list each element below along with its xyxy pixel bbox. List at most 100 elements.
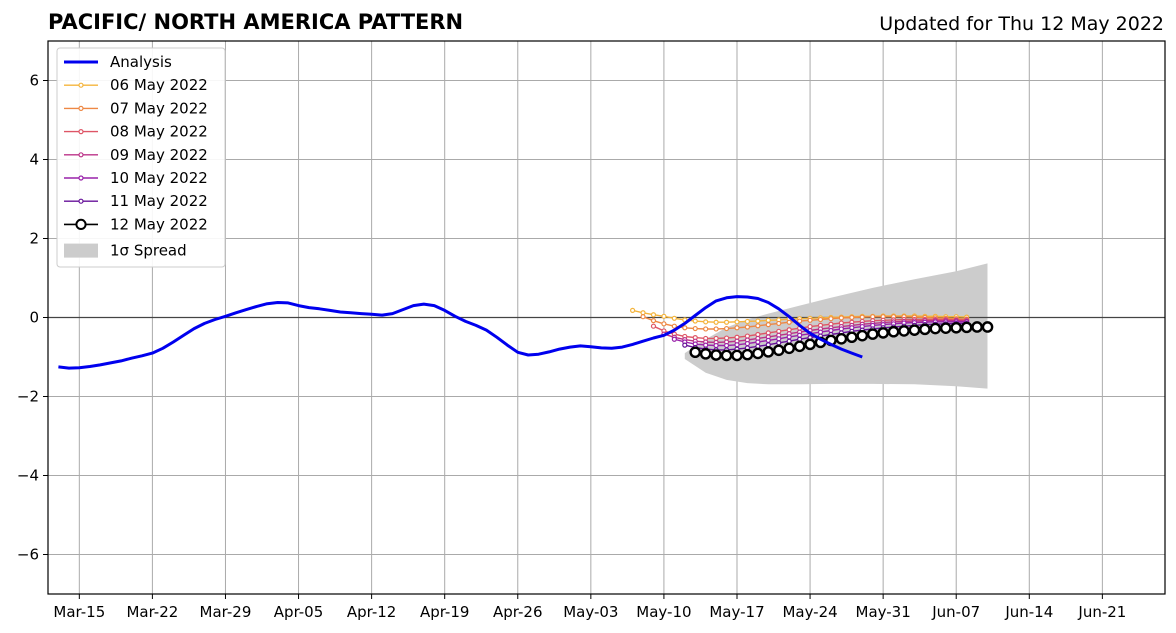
forecast-point <box>755 323 761 329</box>
forecast-point <box>752 347 764 360</box>
forecast-point <box>793 340 806 353</box>
forecast-line <box>684 322 967 351</box>
x-tick-label: May-10 <box>636 603 691 621</box>
y-tick-label: −2 <box>17 388 39 406</box>
forecast-point <box>804 338 816 351</box>
forecast-point <box>786 334 792 340</box>
forecast-point <box>856 329 869 342</box>
forecast-point <box>807 317 813 323</box>
legend-marker-forecast <box>75 218 87 230</box>
forecast-point <box>703 326 709 332</box>
y-tick-label: 0 <box>29 309 39 327</box>
legend-swatch-spread <box>64 243 98 258</box>
legend-label-forecast: 09 May 2022 <box>110 146 208 164</box>
plot-content <box>48 263 1165 389</box>
forecast-point <box>971 321 983 333</box>
plot-area: −6 −4 −2 0 2 4 6 Mar-15 Mar-22 Mar-29 Apr-05 Apr-12… <box>17 40 1166 621</box>
x-tick-label: Jun-07 <box>931 603 980 621</box>
chart-title: PACIFIC/ NORTH AMERICA PATTERN <box>48 10 463 34</box>
forecast-point <box>817 316 824 323</box>
forecast-point <box>671 323 677 329</box>
forecast-point <box>723 319 730 325</box>
legend-label-forecast: 06 May 2022 <box>110 76 208 94</box>
forecast-point <box>776 320 782 327</box>
legend-marker-forecast <box>78 105 84 112</box>
forecast-point <box>772 344 785 357</box>
x-tick-label: Mar-22 <box>126 603 178 621</box>
legend-label-forecast: 12 May 2022 <box>110 215 208 233</box>
forecast-point <box>877 327 889 339</box>
x-tick-label: Apr-26 <box>493 603 543 621</box>
forecast-point <box>713 342 719 349</box>
x-tick-label: May-03 <box>563 603 618 621</box>
forecast-point <box>734 319 740 325</box>
forecast-point <box>723 342 730 349</box>
forecast-point <box>734 325 740 331</box>
forecast-point <box>720 349 733 362</box>
legend-marker-forecast <box>78 198 84 204</box>
forecast-point <box>859 314 865 320</box>
x-tick-label: Mar-29 <box>200 603 252 621</box>
legend-marker-forecast <box>78 152 84 158</box>
legend-label-forecast: 07 May 2022 <box>110 99 208 117</box>
forecast-point <box>950 321 963 334</box>
forecast-point <box>765 337 771 344</box>
forecast-point <box>919 323 931 336</box>
forecast-point <box>849 314 855 321</box>
forecast-point <box>734 342 740 348</box>
forecast-point <box>710 349 722 361</box>
forecast-point <box>689 346 702 359</box>
x-tick-label: Jun-14 <box>1004 603 1053 621</box>
forecast-point <box>783 342 795 355</box>
y-tick-label: −4 <box>17 467 39 485</box>
forecast-point <box>692 325 698 332</box>
forecast-point <box>650 312 657 318</box>
y-tick-label: 6 <box>29 72 39 90</box>
forecast-point <box>908 324 921 336</box>
forecast-point <box>960 321 973 334</box>
forecast-point <box>762 346 775 358</box>
forecast-point <box>713 326 719 332</box>
legend: Analysis 06 May 2022 07 May 2022 08 May 202… <box>56 47 226 268</box>
forecast-point <box>981 321 994 333</box>
x-tick-label: Mar-15 <box>53 603 105 621</box>
forecast-point <box>744 340 751 347</box>
x-tick-label: May-17 <box>709 603 764 621</box>
forecast-point <box>629 307 636 313</box>
forecast-point <box>661 313 667 319</box>
forecast-point <box>776 340 782 346</box>
forecast-point <box>755 339 761 345</box>
forecast-point <box>828 316 834 322</box>
forecast-point <box>765 322 771 328</box>
forecast-point <box>929 322 942 335</box>
x-tick-label: May-24 <box>782 603 837 621</box>
x-tick-label: Apr-12 <box>347 603 397 621</box>
legend-label-forecast: 10 May 2022 <box>110 169 208 187</box>
forecast-point <box>898 325 910 337</box>
forecast-point <box>723 325 730 332</box>
legend-marker-forecast <box>78 129 84 135</box>
analysis-line <box>58 295 863 370</box>
forecast-point <box>671 336 677 342</box>
forecast-point <box>744 324 751 330</box>
x-tick-label: Apr-05 <box>274 603 324 621</box>
forecast-point <box>939 322 952 334</box>
forecast-point <box>755 318 761 324</box>
y-tick-label: −6 <box>17 546 39 564</box>
forecast-point <box>765 317 771 323</box>
forecast-point <box>713 319 719 325</box>
forecast-point <box>682 342 688 348</box>
legend-label-forecast: 11 May 2022 <box>110 192 208 210</box>
forecast-point <box>846 331 858 344</box>
forecast-point <box>838 315 844 321</box>
forecast-point <box>797 318 803 324</box>
legend-box <box>56 47 226 268</box>
forecast-point <box>731 349 743 362</box>
forecast-point <box>640 314 646 320</box>
y-tick-label: 4 <box>29 151 39 169</box>
legend-label-spread: 1σ Spread <box>110 242 187 260</box>
updated-label: Updated for Thu 12 May 2022 <box>879 13 1164 35</box>
forecast-point <box>650 318 657 324</box>
forecast-point <box>744 318 751 325</box>
